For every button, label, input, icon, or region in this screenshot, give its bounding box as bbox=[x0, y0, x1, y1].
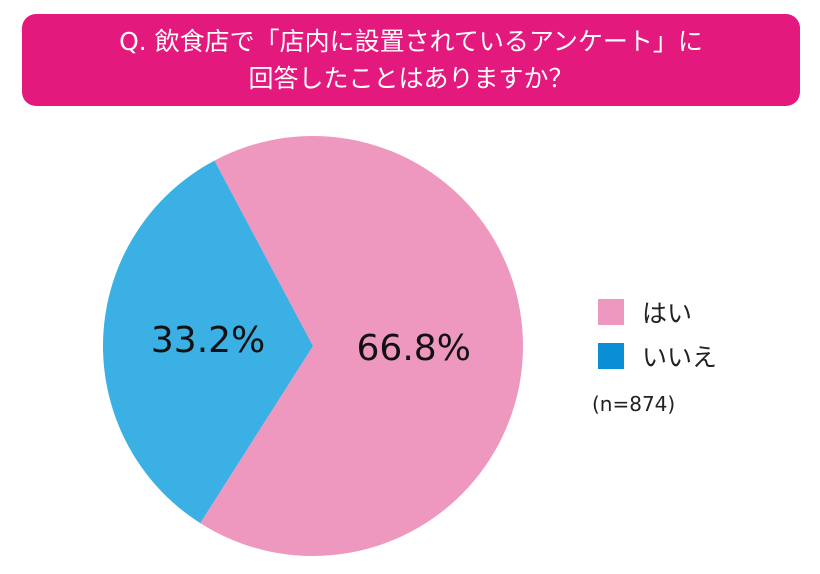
sample-size: (n=874) bbox=[592, 392, 676, 416]
legend-swatch-no bbox=[598, 343, 624, 369]
legend-item-no: いいえ bbox=[598, 340, 717, 372]
pie-slice-yes bbox=[200, 136, 523, 557]
legend-item-yes: はい bbox=[598, 296, 717, 328]
legend: はい いいえ bbox=[598, 296, 717, 384]
question-banner: Q. 飲食店で「店内に設置されているアンケート」に 回答したことはありますか？ bbox=[22, 14, 800, 106]
legend-swatch-yes bbox=[598, 299, 624, 325]
pie-slice-no bbox=[102, 160, 313, 524]
question-line-2: 回答したことはありますか？ bbox=[248, 64, 574, 93]
pie-label-yes: 66.8% bbox=[357, 328, 471, 369]
question-line-1: Q. 飲食店で「店内に設置されているアンケート」に bbox=[119, 27, 703, 56]
legend-label-no: いいえ bbox=[642, 343, 718, 372]
pie-label-no: 33.2% bbox=[151, 320, 265, 361]
legend-label-yes: はい bbox=[642, 299, 693, 328]
